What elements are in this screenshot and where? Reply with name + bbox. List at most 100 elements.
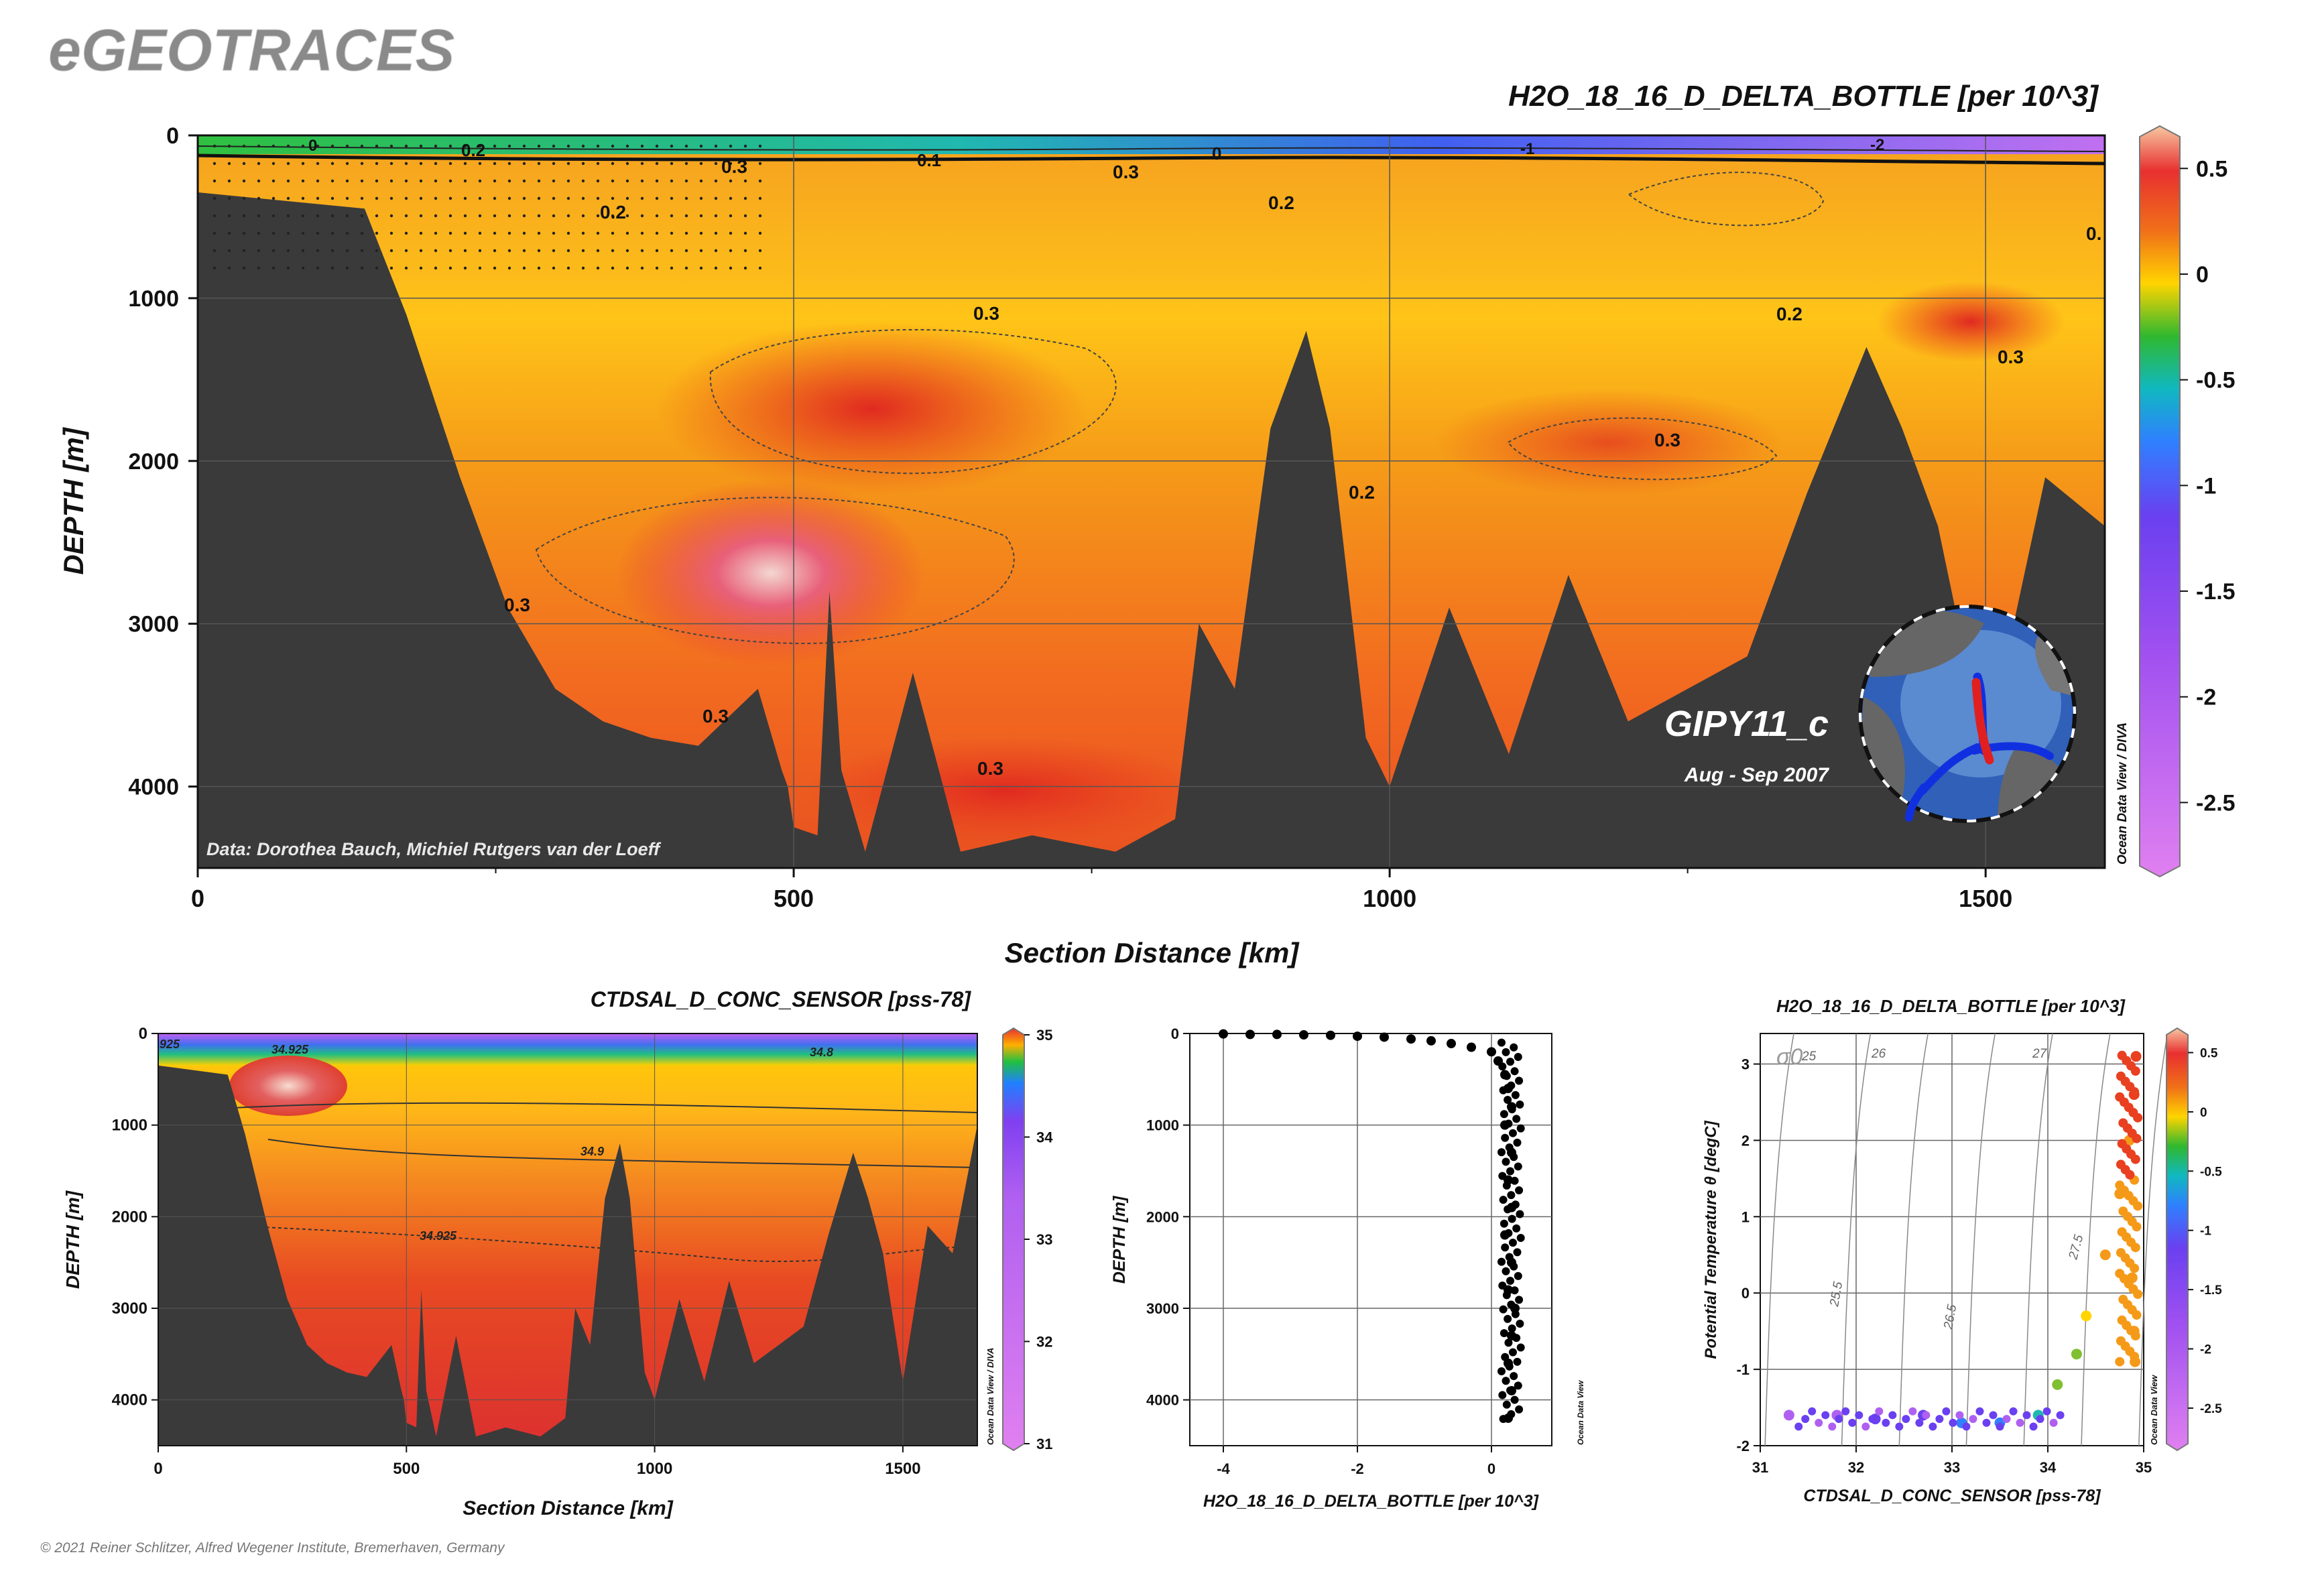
station-dot — [271, 196, 276, 200]
station-dot — [448, 144, 452, 148]
sigma-label: σ0 — [1776, 1044, 1803, 1070]
station-dot — [566, 144, 570, 148]
ts-point — [2029, 1422, 2038, 1431]
station-dot — [360, 266, 364, 270]
station-dot — [743, 266, 747, 270]
ts-point — [1895, 1422, 1904, 1431]
station-dot — [611, 144, 615, 148]
salinity-frame — [158, 1033, 978, 1446]
station-dot — [345, 266, 349, 270]
station-dot — [404, 179, 408, 183]
station-dot — [758, 214, 762, 218]
station-dot — [316, 196, 320, 200]
station-dot — [714, 214, 718, 218]
ts-colorbar-label: Ocean Data View — [2149, 1375, 2159, 1445]
station-dot — [448, 231, 452, 235]
station-dot — [640, 144, 644, 148]
station-dot — [729, 231, 733, 235]
profile-point — [1498, 1391, 1507, 1399]
station-dot — [271, 179, 276, 183]
profile-point — [1504, 1205, 1512, 1214]
station-dot — [434, 249, 438, 253]
profile-point — [1516, 1343, 1525, 1352]
station-dot — [596, 266, 600, 270]
station-dot — [227, 162, 231, 166]
station-dot — [552, 196, 556, 200]
station-dot — [478, 144, 482, 148]
cruise-label: GIPY11_c — [1664, 704, 1829, 744]
station-dot — [375, 266, 379, 270]
station-dot — [257, 196, 261, 200]
profile-point — [1501, 1133, 1510, 1142]
ts-point — [2071, 1348, 2082, 1360]
station-dot — [212, 196, 217, 200]
profile-point — [1510, 1043, 1518, 1052]
station-dot — [330, 231, 334, 235]
profile-point — [1499, 1196, 1508, 1204]
station-dot — [345, 162, 349, 166]
ts-point — [2081, 1310, 2092, 1322]
station-dot — [640, 249, 644, 253]
contour-line — [535, 497, 1015, 645]
station-dot — [434, 162, 438, 166]
station-dot — [493, 249, 497, 253]
station-dot — [434, 179, 438, 183]
ts-point — [1841, 1407, 1850, 1416]
profile-point — [1507, 1191, 1516, 1200]
station-dot — [301, 196, 305, 200]
station-dot — [507, 266, 511, 270]
station-dot — [463, 266, 467, 270]
profile-point — [1513, 1357, 1522, 1366]
station-dot — [684, 231, 688, 235]
station-dot — [271, 162, 276, 166]
profile-y-tick: 1000 — [1146, 1117, 1179, 1134]
station-dot — [271, 214, 276, 218]
ts-x-tick: 34 — [2040, 1459, 2057, 1476]
station-dot — [522, 266, 526, 270]
station-dot — [227, 179, 231, 183]
ts-point — [1982, 1418, 1991, 1427]
profile-point — [1502, 1377, 1510, 1385]
station-dot — [463, 214, 467, 218]
station-dot — [242, 214, 246, 218]
salinity-contour — [158, 1102, 977, 1113]
station-dot — [242, 266, 246, 270]
station-dot — [670, 214, 674, 218]
profile-point — [1508, 1324, 1516, 1333]
station-dot — [670, 179, 674, 183]
station-dot — [227, 266, 231, 270]
station-dot — [537, 162, 541, 166]
station-dot — [257, 214, 261, 218]
station-dot — [507, 196, 511, 200]
profile-point — [1499, 1086, 1508, 1094]
station-dot — [478, 266, 482, 270]
station-dot — [360, 249, 364, 253]
salinity-contour — [247, 1226, 977, 1263]
station-dot — [212, 162, 217, 166]
salinity-x-tick: 0 — [154, 1460, 162, 1478]
profile-point — [1508, 1105, 1516, 1114]
profile-point — [1506, 1167, 1515, 1176]
station-dot — [360, 162, 364, 166]
profile-point — [1515, 1186, 1524, 1194]
station-dot — [271, 249, 276, 253]
station-dot — [625, 179, 629, 183]
station-dot — [537, 196, 541, 200]
station-dot — [419, 144, 423, 148]
station-dot — [330, 249, 334, 253]
station-dot — [655, 162, 659, 166]
station-dot — [389, 231, 393, 235]
station-dot — [522, 196, 526, 200]
profile-point — [1219, 1029, 1228, 1039]
contour-label: -1 — [1520, 140, 1534, 158]
station-dot — [493, 214, 497, 218]
contour-label: 0 — [308, 137, 317, 155]
salinity-colorbar-label: Ocean Data View / DIVA — [985, 1348, 995, 1445]
contour-line — [1628, 172, 1825, 227]
ts-y-label: Potential Temperature θ [degC] — [1702, 1120, 1720, 1359]
station-dot — [537, 214, 541, 218]
salinity-title: CTDSAL_D_CONC_SENSOR [pss-78] — [591, 987, 972, 1011]
station-dot — [345, 249, 349, 253]
ts-point — [1975, 1407, 1984, 1416]
profile-point — [1504, 1095, 1512, 1104]
